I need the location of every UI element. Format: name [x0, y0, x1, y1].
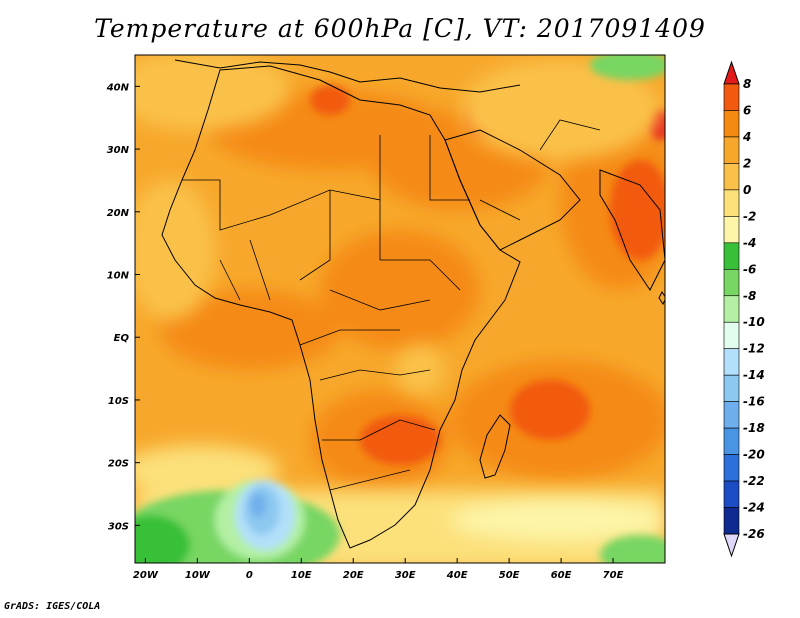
chart-title: Temperature at 600hPa [C], VT: 201709140…	[94, 14, 706, 43]
lon-tick-label: 0	[246, 570, 253, 581]
lat-tick-label: 10S	[108, 396, 129, 407]
coastlines	[161, 59, 665, 549]
lon-tick-label: 20E	[343, 570, 364, 581]
lat-tick-label: 20S	[108, 459, 129, 470]
colorbar-label: 6	[743, 103, 751, 117]
lon-tick-label: 20W	[133, 570, 159, 581]
colorbar-segment	[723, 110, 740, 138]
lat-tick-label: EQ	[114, 333, 130, 344]
colorbar: 8 6 4 2 0 -2 -4 -6 -8 -10 -12 -14 -16 -18 -20 -22 -24 -26	[723, 60, 765, 558]
colorbar-segment	[723, 216, 740, 244]
colorbar-label: -20	[743, 448, 765, 462]
colorbar-label: -26	[743, 527, 765, 541]
colorbar-segment	[723, 163, 740, 191]
lon-tick-label: 40E	[446, 570, 468, 581]
colorbar-label: -10	[743, 315, 765, 329]
colorbar-segment	[723, 136, 740, 164]
colorbar-label: -18	[743, 421, 765, 435]
colorbar-label: -4	[743, 236, 756, 250]
colorbar-label: 8	[743, 77, 751, 91]
lon-tick-label: 10E	[291, 570, 312, 581]
colorbar-label: -2	[743, 209, 756, 223]
colorbar-label: -12	[743, 342, 765, 356]
lat-tick-label: 10N	[107, 271, 130, 282]
lon-tick-label: 60E	[551, 570, 572, 581]
colorbar-label: -8	[743, 289, 756, 303]
colorbar-segment	[723, 480, 740, 508]
colorbar-label: 2	[743, 156, 751, 170]
colorbar-segment	[723, 189, 740, 217]
colorbar-segment	[723, 374, 740, 402]
colorbar-segment	[723, 83, 740, 111]
map-frame	[134, 54, 666, 564]
colorbar-segment	[723, 348, 740, 376]
colorbar-segment	[723, 401, 740, 429]
colorbar-label: -6	[743, 262, 756, 276]
colorbar-label: -16	[743, 395, 765, 409]
colorbar-label: -14	[743, 368, 765, 382]
longitude-axis: 20W 10W 0 10E 20E 30E 40E 50E 60E 70E	[133, 558, 624, 581]
colorbar-bottom-arrow	[723, 533, 740, 558]
latitude-axis: 40N 30N 20N 10N EQ 10S 20S 30S	[106, 82, 140, 532]
colorbar-label: 0	[743, 183, 751, 197]
colorbar-segment	[723, 295, 740, 323]
temperature-field	[135, 55, 665, 563]
colorbar-segment	[723, 242, 740, 270]
lat-tick-label: 20N	[107, 208, 130, 219]
country-borders	[182, 119, 601, 491]
lat-tick-label: 40N	[106, 82, 130, 93]
colorbar-label: -24	[743, 501, 765, 515]
colorbar-segment	[723, 268, 740, 297]
colorbar-label: -22	[743, 474, 765, 488]
lat-tick-label: 30S	[108, 521, 129, 532]
lon-tick-label: 70E	[603, 570, 624, 581]
colorbar-segment	[723, 427, 740, 455]
credit-label: GrADS: IGES/COLA	[4, 601, 101, 612]
colorbar-label: 4	[742, 130, 751, 144]
colorbar-segment	[723, 321, 740, 350]
lon-tick-label: 10W	[185, 570, 211, 581]
lon-tick-label: 30E	[395, 570, 416, 581]
lon-tick-label: 50E	[499, 570, 520, 581]
lat-tick-label: 30N	[107, 145, 130, 156]
colorbar-segment	[723, 454, 740, 482]
colorbar-segment	[723, 507, 740, 535]
colorbar-top-arrow	[723, 60, 740, 85]
